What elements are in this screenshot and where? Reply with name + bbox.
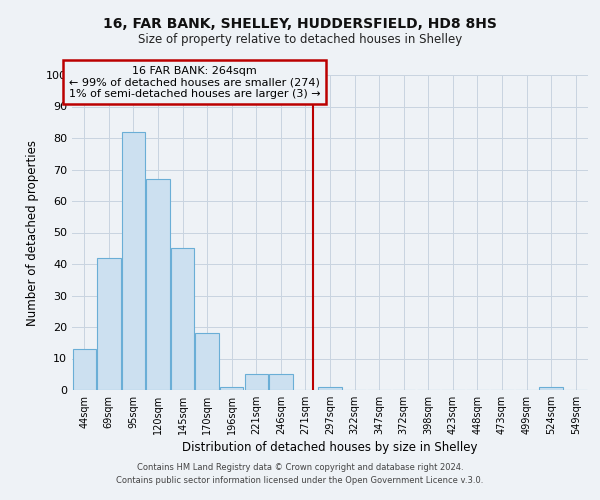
Bar (319, 387, 341, 390)
Text: Contains HM Land Registry data © Crown copyright and database right 2024.: Contains HM Land Registry data © Crown c… (137, 464, 463, 472)
Bar (196, 334, 219, 390)
Text: Size of property relative to detached houses in Shelley: Size of property relative to detached ho… (138, 32, 462, 46)
Bar (73, 349, 96, 390)
Bar (245, 374, 268, 390)
Bar (146, 179, 170, 390)
Bar (539, 387, 563, 390)
Bar (171, 248, 194, 390)
Bar (97, 258, 121, 390)
X-axis label: Distribution of detached houses by size in Shelley: Distribution of detached houses by size … (182, 441, 478, 454)
Y-axis label: Number of detached properties: Number of detached properties (26, 140, 39, 326)
Text: 16, FAR BANK, SHELLEY, HUDDERSFIELD, HD8 8HS: 16, FAR BANK, SHELLEY, HUDDERSFIELD, HD8… (103, 18, 497, 32)
Bar (122, 132, 145, 390)
Bar (269, 374, 293, 390)
Bar (220, 387, 244, 390)
Text: 16 FAR BANK: 264sqm
← 99% of detached houses are smaller (274)
1% of semi-detach: 16 FAR BANK: 264sqm ← 99% of detached ho… (69, 66, 320, 99)
Text: Contains public sector information licensed under the Open Government Licence v.: Contains public sector information licen… (116, 476, 484, 485)
